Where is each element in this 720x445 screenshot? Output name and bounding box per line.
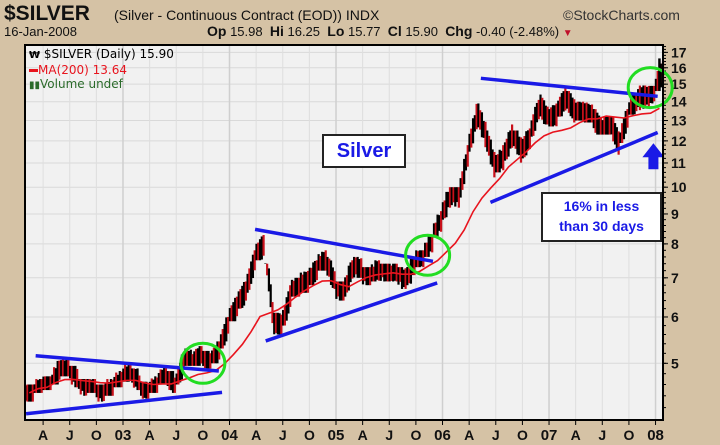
legend-ma-text: MA(200) 13.64 (38, 63, 127, 77)
chg-value: -0.40 (-2.48%) (476, 24, 560, 39)
up-arrow-icon (642, 143, 665, 170)
y-tick-label: 10 (671, 179, 687, 195)
gain-annotation-line2: than 30 days (559, 218, 644, 234)
y-tick-label: 7 (671, 270, 679, 286)
x-tick-label: O (91, 427, 102, 443)
x-tick-label: O (197, 427, 208, 443)
x-tick-label: J (66, 427, 74, 443)
y-tick-label: 14 (671, 94, 687, 110)
x-tick-label: A (464, 427, 474, 443)
x-tick-label: J (279, 427, 287, 443)
ohlc-readout: Op 15.98 Hi 16.25 Lo 15.77 Cl 15.90 Chg … (207, 23, 573, 39)
lo-value: 15.77 (348, 24, 381, 39)
gain-annotation: 16% in less than 30 days (541, 192, 662, 242)
x-tick-label: 08 (647, 427, 664, 444)
x-tick-label: 06 (434, 427, 451, 444)
hi-label: Hi (269, 23, 284, 39)
x-tick-label: J (598, 427, 606, 443)
x-tick-label: 03 (115, 427, 132, 444)
trendline (265, 281, 438, 343)
x-tick-label: O (517, 427, 528, 443)
x-tick-label: A (251, 427, 261, 443)
x-tick-label: A (145, 427, 155, 443)
x-tick-label: A (38, 427, 48, 443)
breakout-circle (179, 341, 227, 385)
x-tick-label: O (410, 427, 421, 443)
y-tick-label: 17 (671, 44, 687, 60)
x-tick-label: 05 (328, 427, 345, 444)
trendline (35, 354, 219, 373)
trendline (489, 130, 659, 204)
x-tick-label: A (358, 427, 368, 443)
quote-date: 16-Jan-2008 (4, 24, 77, 39)
lo-label: Lo (327, 23, 345, 39)
x-tick-label: 04 (221, 427, 238, 444)
gain-annotation-line1: 16% in less (563, 198, 640, 214)
y-tick-label: 16 (671, 60, 687, 76)
cl-value: 15.90 (405, 24, 438, 39)
op-value: 15.98 (230, 24, 263, 39)
y-tick-label: 8 (671, 236, 679, 252)
x-tick-label: J (172, 427, 180, 443)
silver-annotation: Silver (322, 134, 406, 168)
legend-price-text: $SILVER (Daily) 15.90 (43, 47, 174, 61)
y-tick-label: 9 (671, 206, 679, 222)
stockcharts-watermark: ©StockCharts.com (563, 7, 680, 23)
y-tick-label: 11 (671, 155, 686, 171)
y-tick-label: 5 (671, 355, 679, 371)
x-tick-label: O (623, 427, 634, 443)
legend-price: ₩ $SILVER (Daily) 15.90 (29, 47, 174, 63)
plot-frame (24, 44, 664, 421)
chart-legend: ₩ $SILVER (Daily) 15.90 MA(200) 13.64 ▮▮… (29, 47, 174, 93)
hi-value: 16.25 (287, 24, 321, 39)
y-tick-label: 6 (671, 309, 679, 325)
y-tick-label: 12 (671, 133, 687, 149)
x-tick-label: O (304, 427, 315, 443)
op-label: Op (207, 23, 227, 39)
breakout-circle (626, 66, 674, 110)
breakout-circle (404, 233, 452, 277)
x-tick-label: J (492, 427, 500, 443)
ohlc-bar-icon: ₩ (29, 50, 41, 61)
x-tick-label: A (571, 427, 581, 443)
chart-subtitle: (Silver - Continuous Contract (EOD)) IND… (114, 7, 380, 23)
trendline (254, 227, 434, 264)
chart-title: $SILVER (4, 2, 90, 25)
volume-bars-icon: ▮▮ (29, 80, 41, 91)
legend-ma: MA(200) 13.64 (29, 63, 174, 77)
trendline (25, 390, 223, 416)
chg-label: Chg (445, 23, 473, 39)
legend-volume-text: Volume undef (40, 77, 123, 91)
y-tick-label: 13 (671, 113, 687, 129)
down-triangle-icon: ▼ (562, 28, 573, 39)
cl-label: Cl (387, 23, 402, 39)
legend-volume: ▮▮Volume undef (29, 77, 174, 93)
x-tick-label: 07 (541, 427, 558, 444)
y-tick-label: 15 (671, 76, 687, 92)
ma200-line (28, 107, 660, 394)
red-line-icon (29, 69, 38, 72)
x-tick-label: J (385, 427, 393, 443)
